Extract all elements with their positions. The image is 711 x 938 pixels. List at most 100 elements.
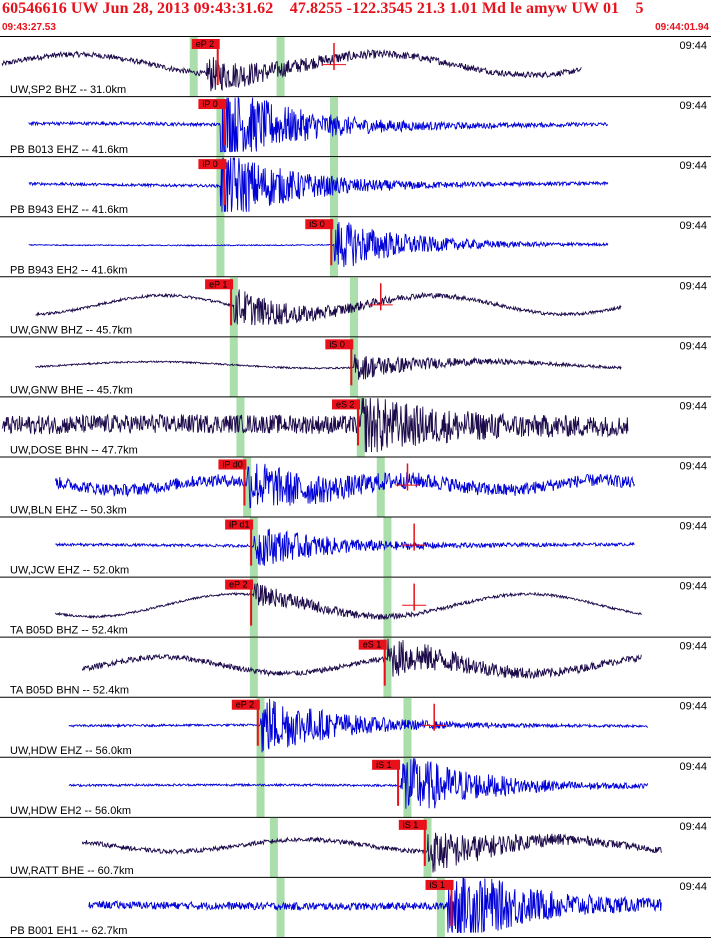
trace-row[interactable]: iP 0 PB B013 EHZ -- 41.6km 09:44 <box>0 96 711 158</box>
pick-tag[interactable] <box>231 699 260 710</box>
pick-label[interactable]: eP 2 <box>229 580 247 590</box>
trace-row[interactable]: eP 1 UW,GNW BHZ -- 45.7km 09:44 <box>0 277 711 338</box>
waveform-trace <box>1 48 582 92</box>
p-window-band <box>256 697 265 758</box>
pick-tag[interactable] <box>198 99 227 110</box>
waveform-trace <box>81 832 662 873</box>
pick-tag[interactable] <box>198 159 227 170</box>
window-end-time: 09:44:01.94 <box>655 22 709 33</box>
s-window-band <box>276 37 285 98</box>
pick-tag[interactable] <box>218 459 247 470</box>
p-window-band <box>243 457 252 518</box>
s-window-band <box>383 577 392 638</box>
pick-label[interactable]: iS 0 <box>329 339 345 349</box>
trace-row[interactable]: eP 2 UW,HDW EHZ -- 56.0km 09:44 <box>0 697 711 758</box>
pick-label[interactable]: iS 1 <box>403 820 419 830</box>
pick-label[interactable]: iP d0 <box>222 459 242 469</box>
pick-label[interactable]: iS 1 <box>430 880 446 890</box>
trace-row[interactable]: iS 1 UW,RATT BHE -- 60.7km 09:44 <box>0 817 711 878</box>
trace-time-label: 09:44 <box>679 340 707 352</box>
waveform-trace <box>54 463 636 509</box>
pick-tag[interactable] <box>425 879 454 890</box>
pick-tag[interactable] <box>398 819 427 830</box>
pick-tag[interactable] <box>372 759 401 770</box>
event-header: 60546616 UW Jun 28, 2013 09:43:31.62 47.… <box>0 0 711 38</box>
seismogram-traces[interactable]: eP 2 UW,SP2 BHZ -- 31.0km 09:44 iP 0 PB B013… <box>0 37 711 938</box>
trace-time-label: 09:44 <box>679 280 707 292</box>
trace-row[interactable]: iP d0 UW,BLN EHZ -- 50.3km 09:44 <box>0 457 711 518</box>
pick-label[interactable]: eP 1 <box>209 279 227 289</box>
trace-row[interactable]: eS 1 TA B05D BHN -- 52.4km 09:44 <box>0 637 711 698</box>
s-window-band <box>330 97 338 158</box>
trace-time-label: 09:44 <box>679 40 707 52</box>
waveform-trace <box>28 96 609 153</box>
s-window-band <box>383 517 392 578</box>
pick-tag[interactable] <box>325 339 354 350</box>
pick-label[interactable]: iS 0 <box>309 219 325 229</box>
trace-time-label: 09:44 <box>679 220 707 232</box>
pick-label[interactable]: iP d1 <box>229 520 249 530</box>
trace-time-label: 09:44 <box>679 160 707 172</box>
station-label: PB B943 EHZ -- 41.6km <box>10 204 128 216</box>
waveform-trace <box>55 582 642 621</box>
trace-row[interactable]: iS 1 UW,HDW EH2 -- 56.0km 09:44 <box>0 757 711 818</box>
trace-time-label: 09:44 <box>679 641 707 653</box>
trace-time-label: 09:44 <box>679 521 707 533</box>
pick-tag[interactable] <box>205 279 234 290</box>
pick-tag[interactable] <box>225 579 254 590</box>
station-label: UW,GNW BHZ -- 45.7km <box>10 324 132 336</box>
pick-label[interactable]: iP 0 <box>202 99 217 109</box>
station-label: PB B943 EH2 -- 41.6km <box>10 264 127 276</box>
s-window-band <box>383 637 392 698</box>
waveform-trace <box>35 289 622 326</box>
trace-row[interactable]: iS 0 PB B943 EH2 -- 41.6km 09:44 <box>0 217 711 278</box>
p-window-band <box>236 397 245 458</box>
station-label: UW,HDW EH2 -- 56.0km <box>10 805 131 817</box>
pick-tag[interactable] <box>358 639 387 650</box>
pick-tag[interactable] <box>305 219 334 230</box>
trace-row[interactable]: iS 1 PB B001 EH1 -- 62.7km 09:44 <box>0 877 711 938</box>
trace-row[interactable]: iP 0 PB B943 EHZ -- 41.6km 09:44 <box>0 157 711 218</box>
trace-row[interactable]: iP d1 UW,JCW EHZ -- 52.0km 09:44 <box>0 517 711 578</box>
s-window-band <box>403 757 412 818</box>
waveform-trace <box>28 157 609 212</box>
s-window-band <box>350 277 359 338</box>
pick-tag[interactable] <box>332 399 360 410</box>
s-window-band <box>330 157 338 218</box>
station-label: UW,JCW EHZ -- 52.0km <box>10 565 129 577</box>
pick-label[interactable]: eP 2 <box>236 700 254 710</box>
trace-time-label: 09:44 <box>679 460 707 472</box>
pick-label[interactable]: eS 1 <box>363 640 382 650</box>
p-window-band <box>229 337 238 398</box>
station-label: TA B05D BHN -- 52.4km <box>10 685 129 697</box>
trace-row[interactable]: eP 2 TA B05D BHZ -- 52.4km 09:44 <box>0 577 711 638</box>
event-summary-title: 60546616 UW Jun 28, 2013 09:43:31.62 47.… <box>2 0 644 17</box>
seismogram-panel[interactable]: eP 2 UW,SP2 BHZ -- 31.0km 09:44 iP 0 PB B013… <box>0 37 711 938</box>
p-window-band <box>256 757 265 818</box>
p-window-band <box>249 517 258 578</box>
trace-row[interactable]: iS 0 UW,GNW BHE -- 45.7km 09:44 <box>0 337 711 398</box>
trace-time-label: 09:44 <box>679 701 707 713</box>
waveform-trace <box>88 878 662 934</box>
window-start-time: 09:43:27.53 <box>2 22 56 33</box>
pick-tag[interactable] <box>191 39 220 49</box>
pick-label[interactable]: eP 2 <box>196 39 214 49</box>
waveform-trace <box>68 698 649 753</box>
waveform-trace <box>55 528 635 566</box>
waveform-trace <box>1 397 629 453</box>
trace-row[interactable]: eS 2 UW,DOSE BHN -- 47.7km 09:44 <box>0 397 711 458</box>
trace-time-label: 09:44 <box>679 761 707 773</box>
waveform-trace <box>35 354 622 380</box>
pick-label[interactable]: iP 0 <box>202 159 217 169</box>
trace-time-label: 09:44 <box>679 581 707 593</box>
pick-tag[interactable] <box>225 519 254 530</box>
p-window-band <box>189 37 198 98</box>
trace-time-label: 09:44 <box>679 821 707 833</box>
waveform-trace <box>68 758 649 809</box>
trace-row[interactable]: eP 2 UW,SP2 BHZ -- 31.0km 09:44 <box>0 37 711 98</box>
waveform-trace <box>28 221 609 268</box>
trace-time-label: 09:44 <box>679 881 707 893</box>
station-label: UW,GNW BHE -- 45.7km <box>10 384 133 396</box>
pick-label[interactable]: eS 2 <box>336 399 355 409</box>
pick-label[interactable]: iS 1 <box>376 760 392 770</box>
